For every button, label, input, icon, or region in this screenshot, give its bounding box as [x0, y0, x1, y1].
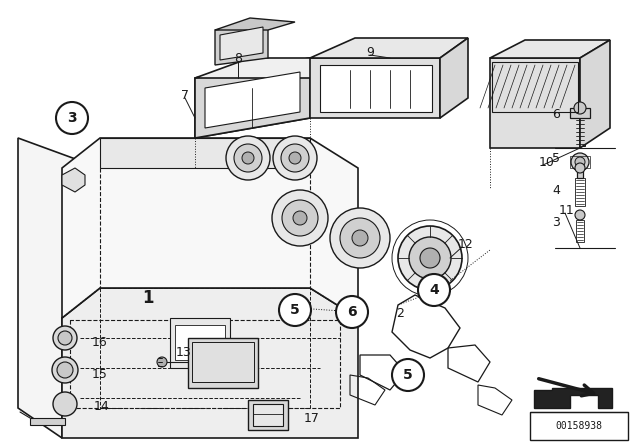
Polygon shape: [62, 168, 85, 192]
Text: 15: 15: [92, 367, 108, 380]
Circle shape: [242, 152, 254, 164]
Polygon shape: [215, 18, 295, 30]
Bar: [58, 370, 72, 388]
Text: 12: 12: [458, 237, 474, 250]
Polygon shape: [215, 22, 268, 65]
Circle shape: [420, 248, 440, 268]
Bar: [530, 412, 628, 440]
Bar: [576, 220, 584, 242]
Circle shape: [279, 294, 311, 326]
Polygon shape: [30, 418, 65, 425]
Text: 17: 17: [304, 412, 320, 425]
Polygon shape: [310, 38, 468, 58]
Circle shape: [272, 190, 328, 246]
Polygon shape: [580, 40, 610, 148]
Polygon shape: [205, 72, 300, 128]
Circle shape: [409, 237, 451, 279]
Circle shape: [282, 200, 318, 236]
Circle shape: [575, 163, 585, 173]
Circle shape: [157, 357, 167, 367]
Circle shape: [336, 296, 368, 328]
Text: 5: 5: [552, 151, 560, 164]
Polygon shape: [195, 58, 310, 138]
Circle shape: [392, 359, 424, 391]
Polygon shape: [220, 27, 263, 60]
Polygon shape: [100, 138, 310, 168]
Text: 3: 3: [552, 215, 560, 228]
Text: 5: 5: [403, 368, 413, 382]
Polygon shape: [253, 404, 283, 426]
Circle shape: [52, 357, 78, 383]
Circle shape: [57, 362, 73, 378]
Circle shape: [418, 274, 450, 306]
Circle shape: [289, 152, 301, 164]
Text: 6: 6: [552, 108, 560, 121]
Polygon shape: [248, 400, 288, 430]
Circle shape: [281, 144, 309, 172]
Polygon shape: [570, 108, 590, 118]
Polygon shape: [18, 138, 100, 438]
Bar: [59, 338, 71, 354]
Circle shape: [56, 102, 88, 134]
Polygon shape: [175, 325, 225, 360]
Polygon shape: [62, 138, 358, 318]
Circle shape: [53, 392, 77, 416]
Text: 7: 7: [181, 89, 189, 102]
Polygon shape: [195, 58, 370, 78]
Polygon shape: [490, 40, 610, 58]
Polygon shape: [310, 58, 440, 118]
Polygon shape: [440, 38, 468, 118]
Circle shape: [352, 230, 368, 246]
Text: 4: 4: [429, 283, 439, 297]
Text: 16: 16: [92, 336, 108, 349]
Text: 00158938: 00158938: [556, 421, 602, 431]
Text: 8: 8: [234, 52, 242, 65]
Circle shape: [330, 208, 390, 268]
Circle shape: [398, 226, 462, 290]
Circle shape: [273, 136, 317, 180]
Circle shape: [575, 210, 585, 220]
Circle shape: [58, 331, 72, 345]
Circle shape: [234, 144, 262, 172]
Circle shape: [293, 211, 307, 225]
Polygon shape: [192, 342, 254, 382]
Circle shape: [575, 157, 585, 167]
Polygon shape: [534, 388, 612, 408]
Circle shape: [340, 218, 380, 258]
Circle shape: [574, 102, 586, 114]
Text: 9: 9: [366, 46, 374, 59]
Bar: [575, 178, 585, 206]
Polygon shape: [320, 65, 432, 112]
Text: 11: 11: [559, 203, 575, 216]
Bar: [59, 404, 71, 422]
Text: 10: 10: [539, 155, 555, 168]
Text: 4: 4: [552, 184, 560, 197]
Polygon shape: [577, 168, 583, 178]
Text: 2: 2: [396, 306, 404, 319]
Text: 5: 5: [290, 303, 300, 317]
Circle shape: [226, 136, 270, 180]
Polygon shape: [195, 58, 310, 138]
Text: 1: 1: [142, 289, 154, 307]
Text: 13: 13: [176, 345, 192, 358]
Text: 3: 3: [67, 111, 77, 125]
Polygon shape: [490, 58, 580, 148]
Text: 6: 6: [347, 305, 357, 319]
Text: 14: 14: [94, 400, 110, 413]
Bar: [575, 118, 585, 146]
Circle shape: [53, 326, 77, 350]
Circle shape: [571, 153, 589, 171]
Polygon shape: [188, 338, 258, 388]
Polygon shape: [62, 288, 358, 438]
Polygon shape: [170, 318, 230, 368]
